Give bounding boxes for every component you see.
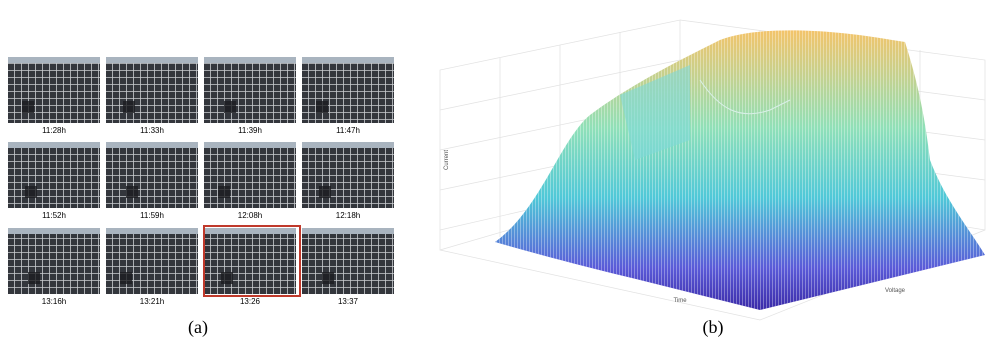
timestamp: 13:37 — [338, 297, 359, 306]
photo-sky — [8, 142, 100, 150]
shade — [322, 272, 334, 284]
shade — [123, 101, 135, 113]
solar-panel — [8, 63, 100, 123]
shade — [28, 272, 40, 284]
solar-panel — [302, 63, 394, 123]
panel-photo — [106, 228, 198, 294]
highlight-frame — [203, 225, 301, 297]
z-axis-label: Current — [444, 150, 450, 170]
photo-sky — [204, 228, 296, 236]
solar-panel — [106, 234, 198, 294]
solar-panel — [8, 234, 100, 294]
panel-photo — [302, 142, 394, 208]
caption-a: (a) — [188, 317, 208, 338]
shade — [221, 272, 233, 284]
panel-photo — [302, 228, 394, 294]
photo-sky — [204, 142, 296, 150]
timestamp: 11:39h — [238, 126, 262, 135]
shade — [22, 101, 34, 113]
solar-panel — [204, 234, 296, 294]
shade — [319, 186, 331, 198]
panel-photo — [8, 228, 100, 294]
timestamp: 11:52h — [42, 211, 66, 220]
timestamp: 13:21h — [140, 297, 164, 306]
photo-sky — [204, 57, 296, 65]
photo-sky — [302, 57, 394, 65]
panel-photo — [302, 57, 394, 123]
photo-sky — [302, 228, 394, 236]
shade — [316, 101, 328, 113]
photo-sky — [8, 228, 100, 236]
timestamp: 11:47h — [336, 126, 360, 135]
shade — [120, 272, 132, 284]
solar-panel — [204, 63, 296, 123]
solar-panel — [204, 148, 296, 208]
surface-mesh — [495, 30, 985, 310]
y-axis-label: Voltage — [885, 288, 906, 294]
panel-photo — [8, 57, 100, 123]
panel-photo — [106, 142, 198, 208]
shade — [218, 186, 230, 198]
shade — [224, 101, 236, 113]
solar-panel — [8, 148, 100, 208]
panel-photo — [204, 228, 296, 294]
photo-grid: 11:28h 11:33h 11:39h 11:47h 11:52h 11:59h 12:0… — [8, 57, 394, 306]
surface-ridge — [699, 79, 791, 115]
panel-photo — [204, 57, 296, 123]
panel-photo — [204, 142, 296, 208]
shade — [25, 186, 37, 198]
solar-panel — [302, 234, 394, 294]
caption-b: (b) — [703, 317, 724, 338]
panel-photo — [106, 57, 198, 123]
surface-dip — [620, 65, 690, 160]
timestamp: 13:26 — [240, 297, 261, 306]
timestamp: 11:33h — [140, 126, 164, 135]
solar-panel — [106, 148, 198, 208]
timestamp: 12:18h — [336, 211, 360, 220]
timestamp: 12:08h — [238, 211, 262, 220]
photo-sky — [302, 142, 394, 150]
photo-sky — [8, 57, 100, 65]
x-axis-label: Time — [673, 298, 687, 304]
photo-sky — [106, 142, 198, 150]
timestamp: 11:59h — [140, 211, 164, 220]
photo-sky — [106, 57, 198, 65]
shade — [126, 186, 138, 198]
solar-panel — [106, 63, 198, 123]
panel-photo — [8, 142, 100, 208]
timestamp: 13:16h — [42, 297, 66, 306]
solar-panel — [302, 148, 394, 208]
timestamp: 11:28h — [42, 126, 66, 135]
plot-3d: Current Time Voltage — [439, 19, 986, 321]
photo-sky — [106, 228, 198, 236]
